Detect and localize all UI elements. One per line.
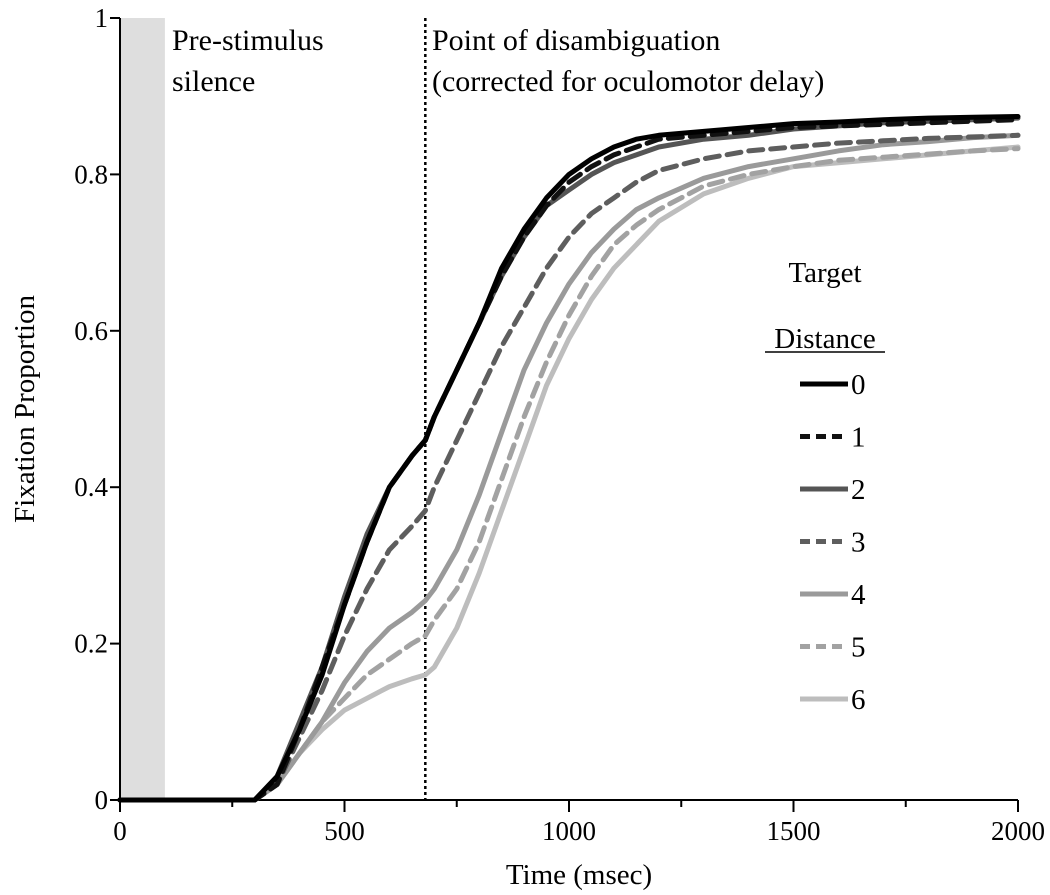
x-tick-label: 1500 (767, 816, 821, 846)
y-tick-label: 0.4 (74, 472, 108, 502)
series-line-distance-0 (117, 114, 1021, 803)
series-line-distance-1 (117, 117, 1021, 803)
x-axis-title: Time (msec) (506, 859, 652, 891)
y-tick-label: 0 (95, 785, 109, 815)
legend-label-6: 6 (851, 684, 866, 716)
prestimulus-shaded-region (120, 18, 165, 800)
legend-title-line-1: Target (788, 257, 861, 289)
series-line-distance-5 (117, 146, 1021, 803)
annotation-disambiguation-line-2: (corrected for oculomotor delay) (432, 65, 824, 98)
x-tick-label: 2000 (991, 816, 1045, 846)
x-tick-label: 500 (324, 816, 365, 846)
y-tick-label: 0.8 (74, 159, 108, 189)
legend-label-0: 0 (851, 369, 866, 401)
y-tick-label: 0.6 (74, 316, 108, 346)
legend-title-line-2: Distance (774, 323, 875, 355)
legend: Target Distance 0 1 2 3 4 5 6 (765, 257, 885, 716)
series-line-distance-4 (117, 132, 1021, 803)
legend-label-1: 1 (851, 422, 866, 454)
series-line-distance-2 (117, 115, 1021, 803)
y-axis-title: Fixation Proportion (9, 295, 41, 523)
legend-label-2: 2 (851, 474, 866, 506)
legend-label-4: 4 (851, 579, 866, 611)
x-tick-label: 1000 (542, 816, 596, 846)
annotation-prestimulus-line-1: Pre-stimulus (172, 24, 324, 57)
annotation-disambiguation-line-1: Point of disambiguation (432, 24, 720, 57)
series-line-distance-3 (117, 132, 1021, 803)
y-tick-label: 1 (95, 3, 109, 33)
legend-label-3: 3 (851, 527, 866, 559)
series-line-distance-6 (117, 144, 1021, 803)
x-tick-label: 0 (113, 816, 127, 846)
y-tick-label: 0.2 (74, 629, 108, 659)
annotation-prestimulus-line-2: silence (172, 65, 255, 98)
legend-label-5: 5 (851, 632, 866, 664)
